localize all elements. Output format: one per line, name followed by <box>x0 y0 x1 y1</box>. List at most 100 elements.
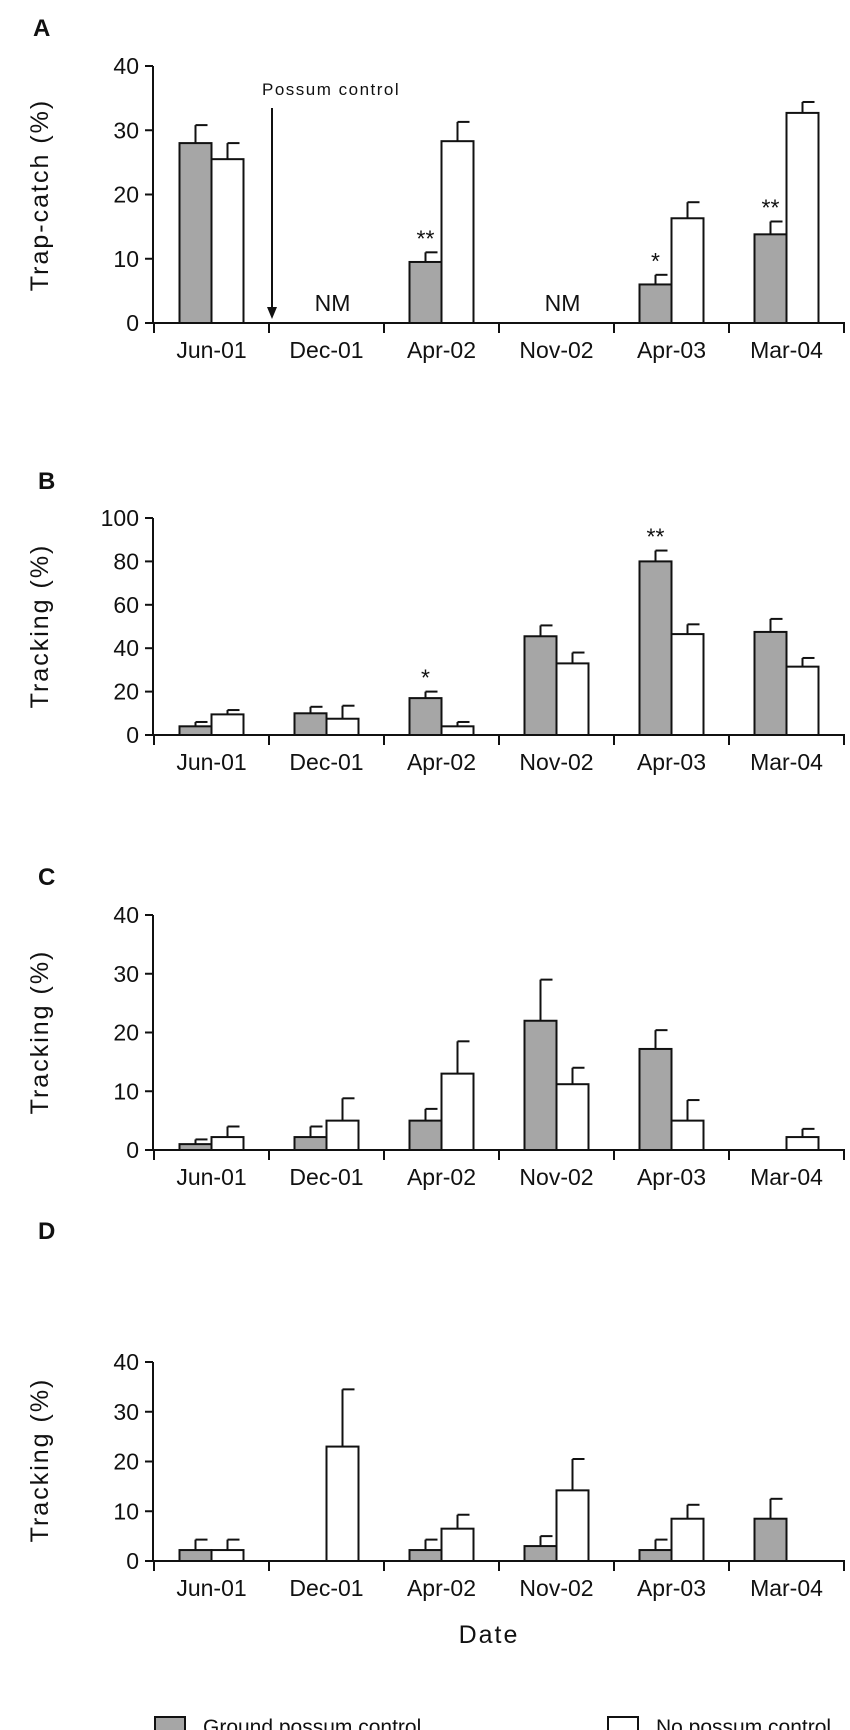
x-tick-label: Apr-02 <box>407 749 476 775</box>
x-tick-label: Dec-01 <box>289 749 363 775</box>
bar-no-control <box>210 1549 245 1563</box>
panel-A: A Trap-catch (%) 0 10 20 30 40 Jun-01 Dec-01 NM Ap… <box>26 15 845 363</box>
legend-swatch-none <box>607 1716 639 1730</box>
y-tick-label: 40 <box>113 1349 139 1375</box>
legend: Ground possum control No possum control <box>154 1716 831 1730</box>
bar-no-control <box>670 217 705 325</box>
bar-ground-control <box>178 1549 213 1563</box>
y-tick-label: 0 <box>126 310 139 336</box>
x-tick-label: Dec-01 <box>289 1164 363 1190</box>
bar-ground-control <box>523 635 558 737</box>
significance-marker: ** <box>647 524 665 550</box>
panel-letter: D <box>38 1218 55 1245</box>
possum-control-arrowhead <box>267 307 277 319</box>
bar-ground-control <box>753 233 788 325</box>
significance-marker: * <box>421 665 430 691</box>
not-measured-label: NM <box>545 290 581 316</box>
bar-no-control <box>325 1445 360 1562</box>
y-axis-title: Tracking (%) <box>26 950 54 1115</box>
y-tick-label: 10 <box>113 1498 139 1524</box>
x-tick-label: Dec-01 <box>289 1575 363 1601</box>
possum-control-annotation: Possum control <box>262 80 400 99</box>
x-tick-label: Nov-02 <box>519 337 593 363</box>
y-tick-label: 10 <box>113 246 139 272</box>
x-tick-label: Apr-03 <box>637 749 706 775</box>
x-tick-label: Mar-04 <box>750 1575 823 1601</box>
x-tick-label: Nov-02 <box>519 1575 593 1601</box>
x-tick-label: Apr-02 <box>407 337 476 363</box>
y-tick-label: 40 <box>113 902 139 928</box>
x-tick-label: Jun-01 <box>176 1575 246 1601</box>
x-tick-label: Nov-02 <box>519 1164 593 1190</box>
y-axis-title: Tracking (%) <box>26 544 54 709</box>
bar-ground-control <box>293 1136 328 1151</box>
bar-no-control <box>440 1527 475 1562</box>
bar-no-control <box>670 633 705 736</box>
y-tick-label: 40 <box>113 53 139 79</box>
bar-no-control <box>325 1119 360 1151</box>
y-tick-label: 100 <box>101 505 139 531</box>
bar-ground-control <box>408 260 443 324</box>
panel-letter: C <box>38 864 55 891</box>
bar-no-control <box>785 1136 820 1151</box>
panel-letter: B <box>38 468 55 495</box>
legend-label-none: No possum control <box>656 1716 831 1730</box>
y-tick-label: 0 <box>126 1137 139 1163</box>
panel-B: B Tracking (%) 0 20 40 60 80 100 Jun-01 Dec-01 Apr… <box>26 468 845 775</box>
y-tick-label: 30 <box>113 117 139 143</box>
panel-letter: A <box>33 15 50 42</box>
bar-no-control <box>440 140 475 324</box>
bar-ground-control <box>293 712 328 736</box>
bar-no-control <box>210 158 245 324</box>
legend-label-ground: Ground possum control <box>203 1716 421 1730</box>
x-tick-label: Apr-02 <box>407 1164 476 1190</box>
bar-ground-control <box>408 1119 443 1151</box>
bar-ground-control <box>408 1549 443 1563</box>
y-tick-label: 20 <box>113 1020 139 1046</box>
bar-no-control <box>785 665 820 737</box>
x-axis-title: Date <box>459 1621 520 1649</box>
y-tick-label: 20 <box>113 182 139 208</box>
bar-ground-control <box>408 697 443 736</box>
x-tick-label: Dec-01 <box>289 337 363 363</box>
y-axis-title: Trap-catch (%) <box>26 99 54 291</box>
x-tick-label: Apr-03 <box>637 1164 706 1190</box>
x-tick-label: Jun-01 <box>176 337 246 363</box>
y-tick-label: 0 <box>126 1548 139 1574</box>
x-tick-label: Apr-02 <box>407 1575 476 1601</box>
bar-no-control <box>440 1072 475 1151</box>
bar-ground-control <box>523 1545 558 1562</box>
bar-no-control <box>670 1119 705 1151</box>
bar-no-control <box>555 662 590 737</box>
panel-C: C Tracking (%) 0 10 20 30 40 Jun-01 Dec-01 Apr-02… <box>26 864 845 1190</box>
y-tick-label: 40 <box>113 635 139 661</box>
x-tick-label: Nov-02 <box>519 749 593 775</box>
y-tick-label: 20 <box>113 679 139 705</box>
bar-no-control <box>785 111 820 324</box>
y-tick-label: 60 <box>113 592 139 618</box>
y-tick-label: 30 <box>113 961 139 987</box>
panel-D: D Tracking (%) 0 10 20 30 40 Jun-01 Dec-01 Apr-02… <box>26 1218 845 1601</box>
y-tick-label: 80 <box>113 548 139 574</box>
x-tick-label: Mar-04 <box>750 1164 823 1190</box>
bar-no-control <box>440 725 475 737</box>
bar-ground-control <box>753 1517 788 1563</box>
bar-ground-control <box>178 1143 213 1151</box>
x-tick-label: Apr-03 <box>637 337 706 363</box>
significance-marker: ** <box>762 194 780 220</box>
x-tick-label: Jun-01 <box>176 749 246 775</box>
y-tick-label: 10 <box>113 1078 139 1104</box>
x-tick-label: Apr-03 <box>637 1575 706 1601</box>
significance-marker: * <box>651 248 660 274</box>
not-measured-label: NM <box>315 290 351 316</box>
significance-marker: ** <box>417 225 435 251</box>
bar-no-control <box>555 1489 590 1562</box>
bar-ground-control <box>638 1047 673 1151</box>
bar-no-control <box>210 713 245 737</box>
y-axis-title: Tracking (%) <box>26 1378 54 1543</box>
y-tick-label: 0 <box>126 722 139 748</box>
y-tick-label: 30 <box>113 1399 139 1425</box>
bar-no-control <box>325 717 360 736</box>
x-tick-label: Mar-04 <box>750 749 823 775</box>
